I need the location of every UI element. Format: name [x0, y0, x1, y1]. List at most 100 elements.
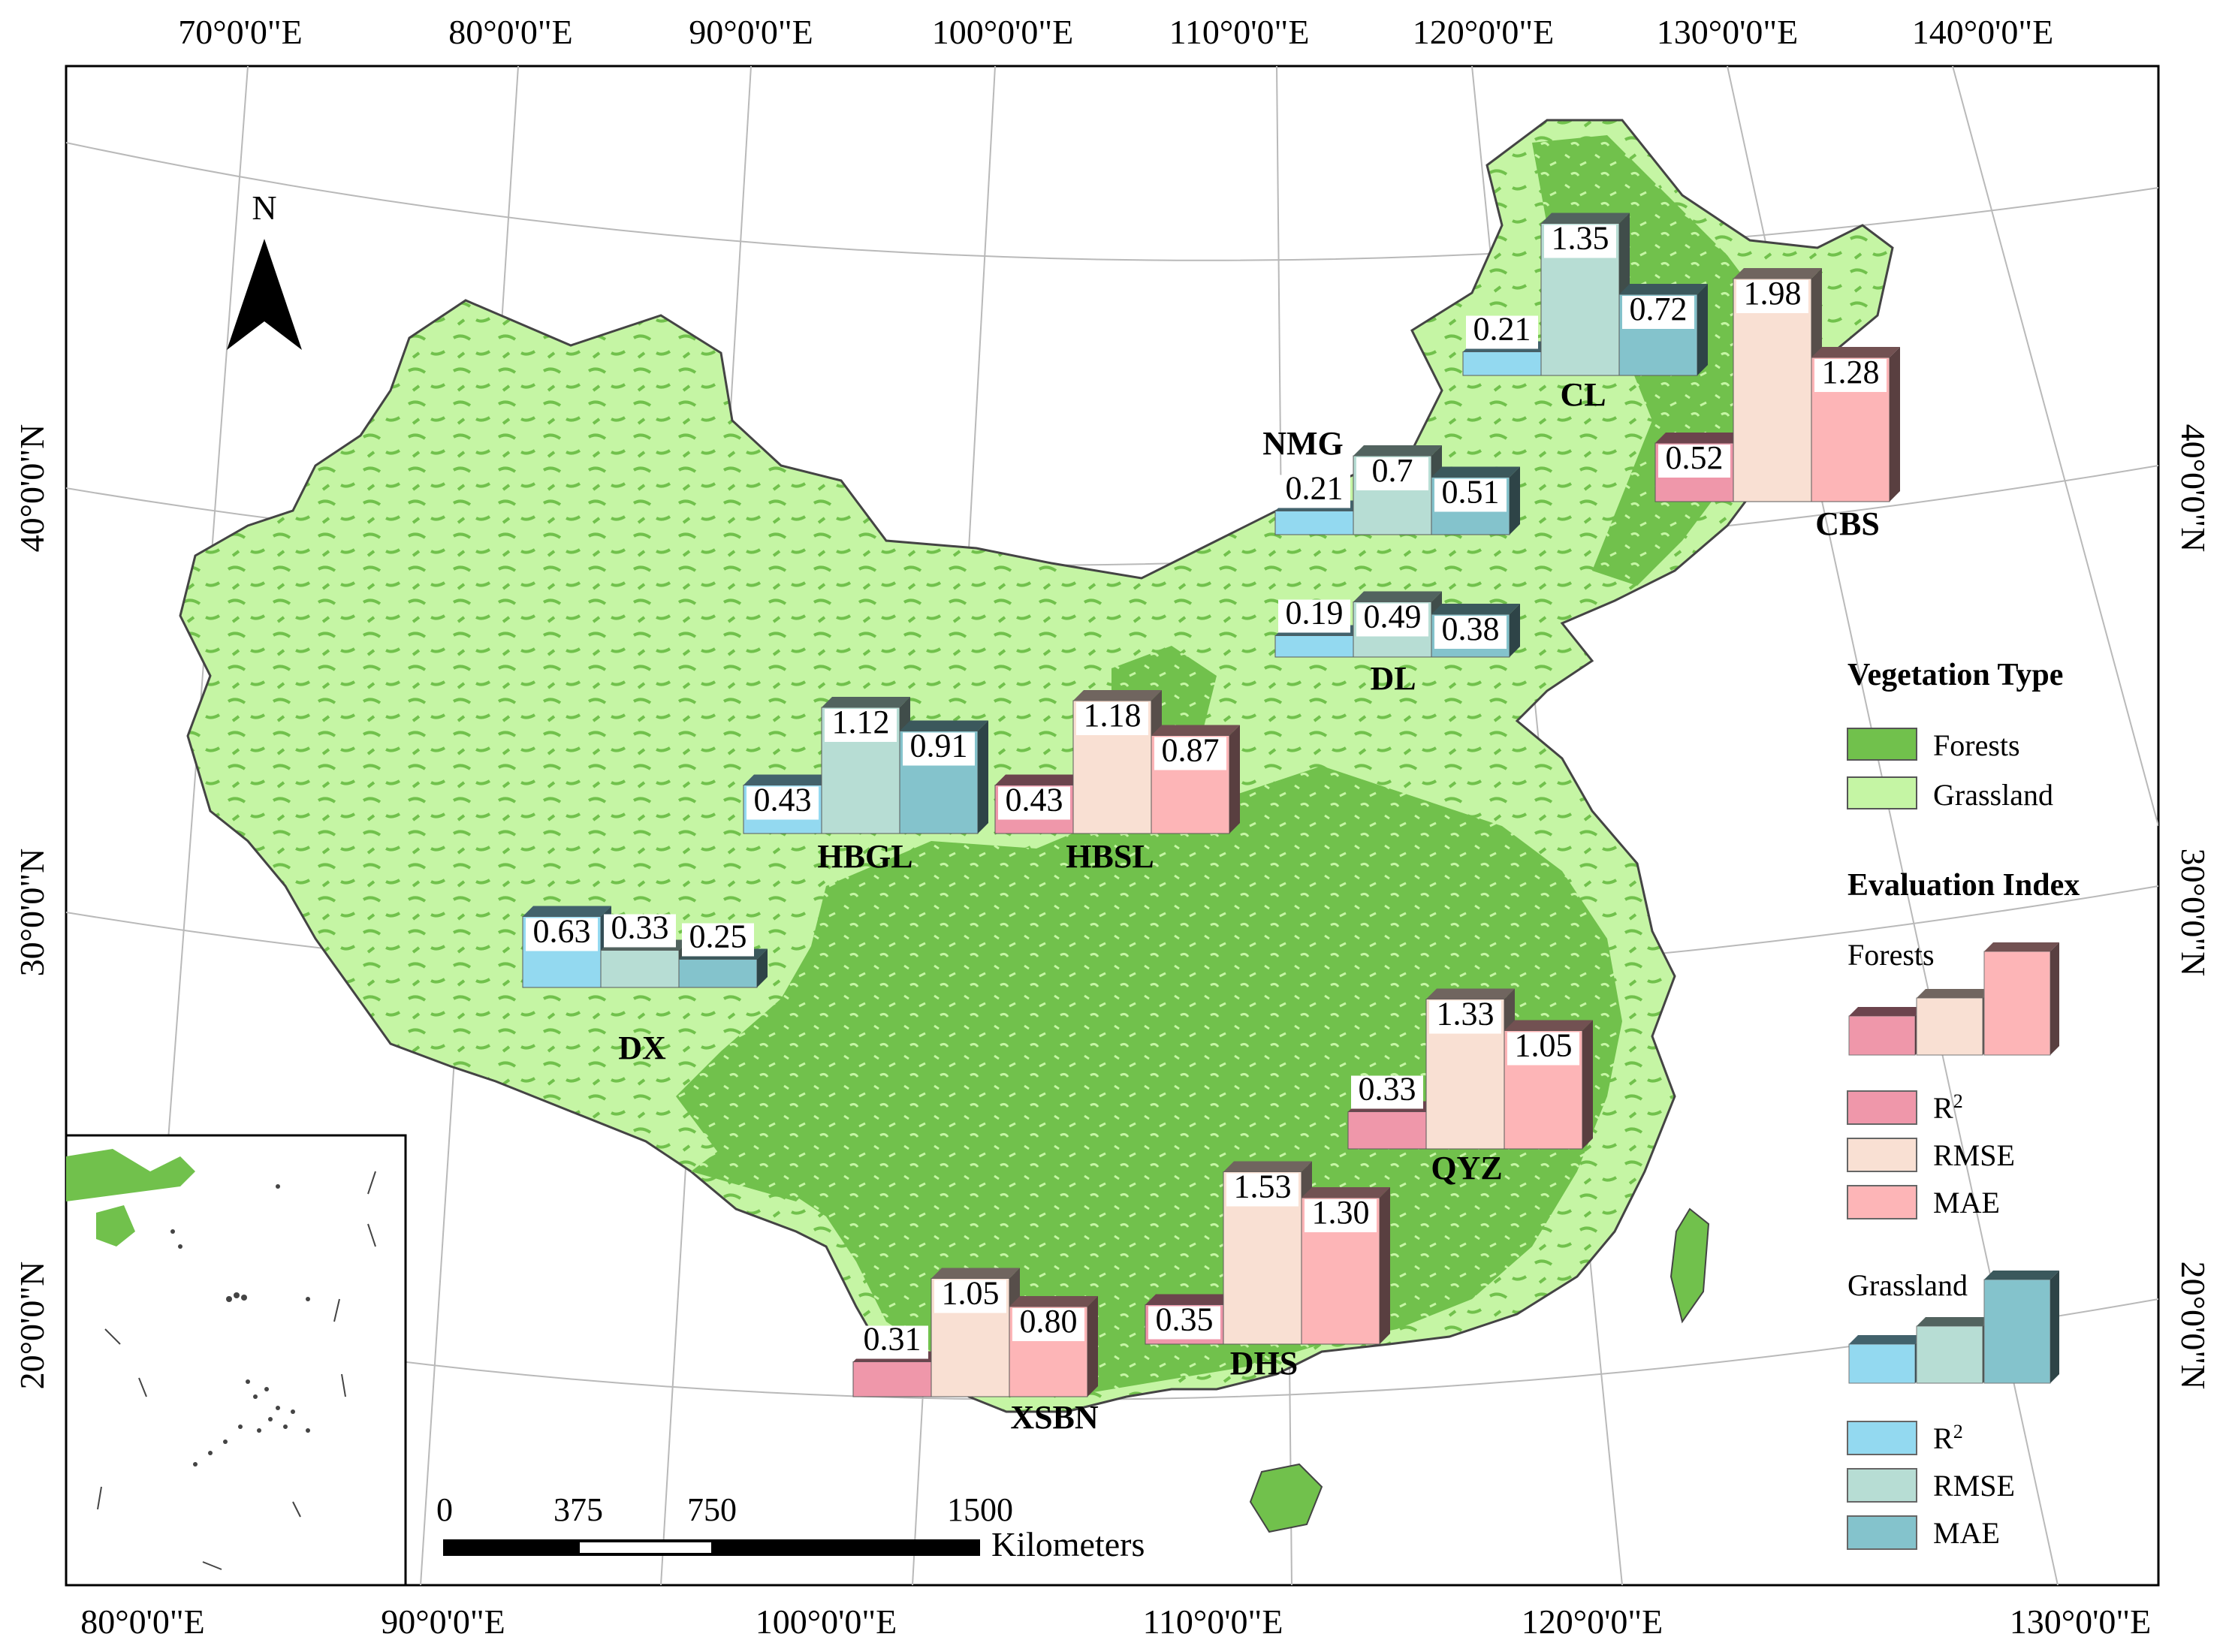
svg-text:0.80: 0.80	[1020, 1303, 1078, 1340]
svg-text:0.38: 0.38	[1442, 610, 1500, 647]
site-group-cbs: 0.52 1.98 1.28 CBS	[1654, 268, 1900, 542]
svg-text:0.33: 0.33	[1359, 1071, 1416, 1108]
svg-text:1.35: 1.35	[1552, 220, 1609, 257]
legend-swatch	[1847, 1090, 1917, 1125]
site-group-nmg: 0.21 0.7 0.51 NMG	[1262, 425, 1520, 535]
site-group-qyz: 0.33 1.33 1.05 QYZ	[1347, 988, 1593, 1186]
value-label: 0.72	[1622, 291, 1694, 329]
legend-item-label: MAE	[1933, 1186, 2000, 1219]
site-label: DHS	[1230, 1345, 1298, 1382]
scale-tick-375: 375	[553, 1491, 603, 1528]
legend-bar	[1916, 1317, 1992, 1384]
bottom-longitude-label: 130°0'0"E	[2010, 1602, 2152, 1641]
svg-text:1.30: 1.30	[1312, 1194, 1370, 1231]
svg-text:1.18: 1.18	[1084, 697, 1142, 734]
svg-text:0.21: 0.21	[1286, 470, 1344, 507]
site-label: NMG	[1262, 425, 1344, 462]
legend-vegetation-title: Vegetation Type	[1847, 658, 2063, 692]
site-label: HBSL	[1066, 838, 1154, 875]
site-group-dl: 0.19 0.49 0.38 DL	[1274, 591, 1520, 697]
svg-text:0.49: 0.49	[1364, 598, 1422, 635]
svg-text:0.21: 0.21	[1473, 311, 1531, 348]
legend-swatch	[1847, 1515, 1917, 1550]
top-longitude-label: 120°0'0"E	[1413, 13, 1555, 51]
legend-index-title: Evaluation Index	[1847, 868, 2080, 903]
svg-text:0.31: 0.31	[864, 1321, 921, 1358]
svg-text:0.52: 0.52	[1666, 439, 1724, 476]
site-label: CBS	[1815, 505, 1880, 542]
scale-unit: Kilometers	[991, 1525, 1145, 1563]
site-label: XSBN	[1010, 1399, 1099, 1436]
value-label: 1.98	[1736, 275, 1808, 313]
value-label: 0.31	[856, 1321, 928, 1359]
svg-text:0.33: 0.33	[611, 909, 669, 946]
left-latitude-label: 40°0'0"N	[13, 424, 51, 553]
top-longitude-label: 110°0'0"E	[1169, 13, 1310, 51]
legend-forests-bars	[1848, 942, 2059, 1056]
value-label: 0.87	[1154, 732, 1226, 770]
right-latitude-labels: 40°0'0"N 30°0'0"N 20°0'0"N	[2174, 424, 2212, 1390]
value-label: 0.33	[604, 909, 676, 948]
svg-text:0.91: 0.91	[910, 728, 968, 764]
north-arrow-icon	[227, 239, 302, 350]
bar-rmse	[1733, 268, 1822, 502]
site-group-cl: 0.21 1.35 0.72 CL	[1462, 213, 1708, 413]
top-longitude-label: 140°0'0"E	[1912, 13, 2054, 51]
value-label: 0.43	[747, 782, 819, 820]
svg-text:1.98: 1.98	[1744, 275, 1802, 312]
svg-text:0.19: 0.19	[1286, 595, 1344, 632]
value-label: 1.28	[1814, 354, 1887, 392]
svg-text:1.28: 1.28	[1822, 354, 1880, 390]
bottom-longitude-label: 80°0'0"E	[80, 1602, 205, 1641]
north-label: N	[252, 188, 276, 227]
svg-text:1.33: 1.33	[1437, 996, 1495, 1032]
taiwan-island	[1670, 1207, 1710, 1324]
legend-swatch	[1847, 1421, 1917, 1455]
svg-text:0.7: 0.7	[1372, 452, 1413, 489]
value-label: 0.21	[1466, 311, 1538, 349]
legend-grassland-swatch	[1847, 776, 1917, 809]
value-label: 0.25	[682, 918, 754, 957]
value-label: 0.43	[998, 782, 1070, 820]
svg-text:0.51: 0.51	[1442, 474, 1500, 511]
svg-text:0.43: 0.43	[1006, 782, 1063, 818]
north-arrow: N	[227, 188, 302, 350]
top-longitude-labels: 70°0'0"E 80°0'0"E 90°0'0"E 100°0'0"E 110°0'0…	[178, 13, 2053, 51]
value-label: 0.49	[1356, 598, 1428, 637]
svg-text:0.43: 0.43	[754, 782, 812, 818]
value-label: 0.35	[1148, 1301, 1220, 1340]
legend-grassland-index-label: Grassland	[1847, 1268, 1968, 1302]
inset-map	[65, 1134, 407, 1587]
legend-bar	[1848, 1007, 1924, 1056]
value-label: 0.19	[1278, 595, 1350, 633]
top-longitude-label: 90°0'0"E	[689, 13, 813, 51]
value-label: 1.05	[1507, 1027, 1579, 1066]
site-group-hbgl: 0.43 1.12 0.91 HBGL	[743, 697, 988, 875]
value-label: 1.12	[825, 704, 897, 742]
svg-text:0.72: 0.72	[1630, 291, 1688, 327]
value-label: 1.35	[1544, 220, 1616, 258]
legend-grassland-label: Grassland	[1933, 778, 2053, 812]
site-bar-groups: 0.21 1.35 0.72 CL 0.52 1.98 1.28 CBS 0.21 0.7 0.51…	[522, 213, 1900, 1436]
site-label: DX	[618, 1029, 666, 1066]
value-label: 0.33	[1351, 1071, 1423, 1109]
svg-text:1.05: 1.05	[1515, 1027, 1573, 1064]
legend-forests-index-label: Forests	[1847, 938, 1935, 972]
value-label: 0.38	[1434, 610, 1507, 649]
site-group-dhs: 0.35 1.53 1.30 DHS	[1145, 1161, 1390, 1382]
svg-text:0.35: 0.35	[1156, 1301, 1214, 1338]
value-label: 0.21	[1278, 470, 1350, 508]
svg-text:1.05: 1.05	[942, 1275, 1000, 1312]
site-label: HBGL	[817, 838, 912, 875]
bottom-longitude-labels: 80°0'0"E 90°0'0"E 100°0'0"E 110°0'0"E 120°0'…	[80, 1602, 2151, 1641]
top-longitude-label: 70°0'0"E	[178, 13, 303, 51]
legend-bar	[1848, 1335, 1924, 1384]
left-latitude-label: 20°0'0"N	[13, 1262, 51, 1390]
site-label: DL	[1370, 660, 1416, 697]
legend-swatch	[1847, 1138, 1917, 1172]
legend-forests-label: Forests	[1933, 728, 2020, 762]
legend-bar	[1983, 1271, 2059, 1384]
site-group-dx: 0.63 0.33 0.25 DX	[522, 906, 768, 1066]
